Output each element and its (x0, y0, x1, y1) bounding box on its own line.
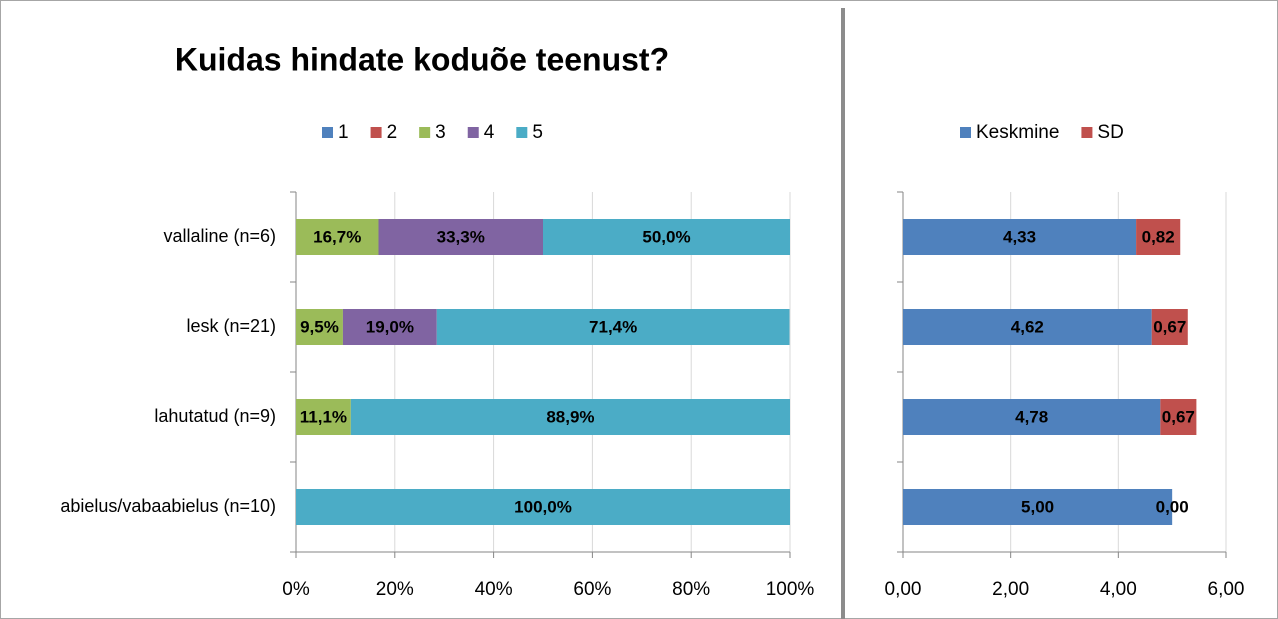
x-tick-label: 2,00 (992, 579, 1029, 600)
legend-label: 5 (532, 122, 543, 143)
bar-segment (903, 489, 1173, 525)
x-tick-label: 40% (475, 579, 513, 600)
bar-segment (1136, 219, 1181, 255)
bar-segment (296, 489, 790, 525)
x-tick-label: 4,00 (1100, 579, 1137, 600)
bar-segment (436, 309, 790, 345)
x-tick-label: 20% (376, 579, 414, 600)
bar-segment (903, 219, 1137, 255)
data-label: 4,33 (1003, 227, 1036, 246)
bar-segment (296, 309, 343, 345)
bar-segment (296, 219, 379, 255)
legend-swatch (1081, 127, 1093, 138)
data-label: 5,00 (1021, 497, 1054, 516)
legend-swatch (960, 127, 971, 138)
y-tick-label: vallaline (n=6) (163, 226, 276, 246)
x-tick-label: 0,00 (885, 579, 922, 600)
bar-segment (903, 309, 1152, 345)
x-tick-label: 100% (766, 579, 815, 600)
data-label: 0,67 (1153, 317, 1186, 336)
data-label: 9,5% (300, 317, 339, 336)
data-label: 0,00 (1156, 497, 1189, 516)
legend-label: Keskmine (976, 122, 1059, 143)
data-label: 33,3% (437, 227, 485, 246)
data-label: 100,0% (514, 497, 572, 516)
legend-swatch (419, 127, 431, 138)
legend-swatch (370, 127, 382, 138)
legend-label: 3 (435, 122, 446, 143)
bar-segment (342, 309, 437, 345)
data-label: 0,82 (1142, 227, 1175, 246)
legend-label: 1 (338, 122, 349, 143)
data-label: 4,78 (1015, 407, 1048, 426)
data-label: 88,9% (546, 407, 594, 426)
legend-label: 2 (387, 122, 398, 143)
data-label: 11,1% (300, 407, 347, 426)
y-tick-label: abielus/vabaabielus (n=10) (60, 496, 276, 516)
legend-swatch (322, 127, 333, 138)
bar-segment (378, 219, 543, 255)
x-tick-label: 80% (672, 579, 710, 600)
data-label: 4,62 (1011, 317, 1044, 336)
y-tick-label: lahutatud (n=9) (154, 406, 276, 426)
legend-swatch (467, 127, 479, 138)
bar-segment (903, 399, 1161, 435)
bar-segment (350, 399, 790, 435)
bar-segment (1151, 309, 1188, 345)
data-label: 16,7% (313, 227, 361, 246)
bar-segment (296, 399, 351, 435)
data-label: 50,0% (642, 227, 690, 246)
legend-label: SD (1097, 122, 1123, 143)
data-label: 71,4% (589, 317, 637, 336)
x-tick-label: 60% (573, 579, 611, 600)
y-tick-label: lesk (n=21) (186, 316, 276, 336)
data-label: 19,0% (366, 317, 414, 336)
bar-segment (543, 219, 790, 255)
legend-swatch (516, 127, 528, 138)
chart-title: Kuidas hindate koduõe teenust? (175, 41, 669, 77)
bar-segment (1160, 399, 1197, 435)
x-tick-label: 0% (282, 579, 310, 600)
x-tick-label: 6,00 (1208, 579, 1245, 600)
data-label: 0,67 (1162, 407, 1195, 426)
legend-label: 4 (484, 122, 495, 143)
